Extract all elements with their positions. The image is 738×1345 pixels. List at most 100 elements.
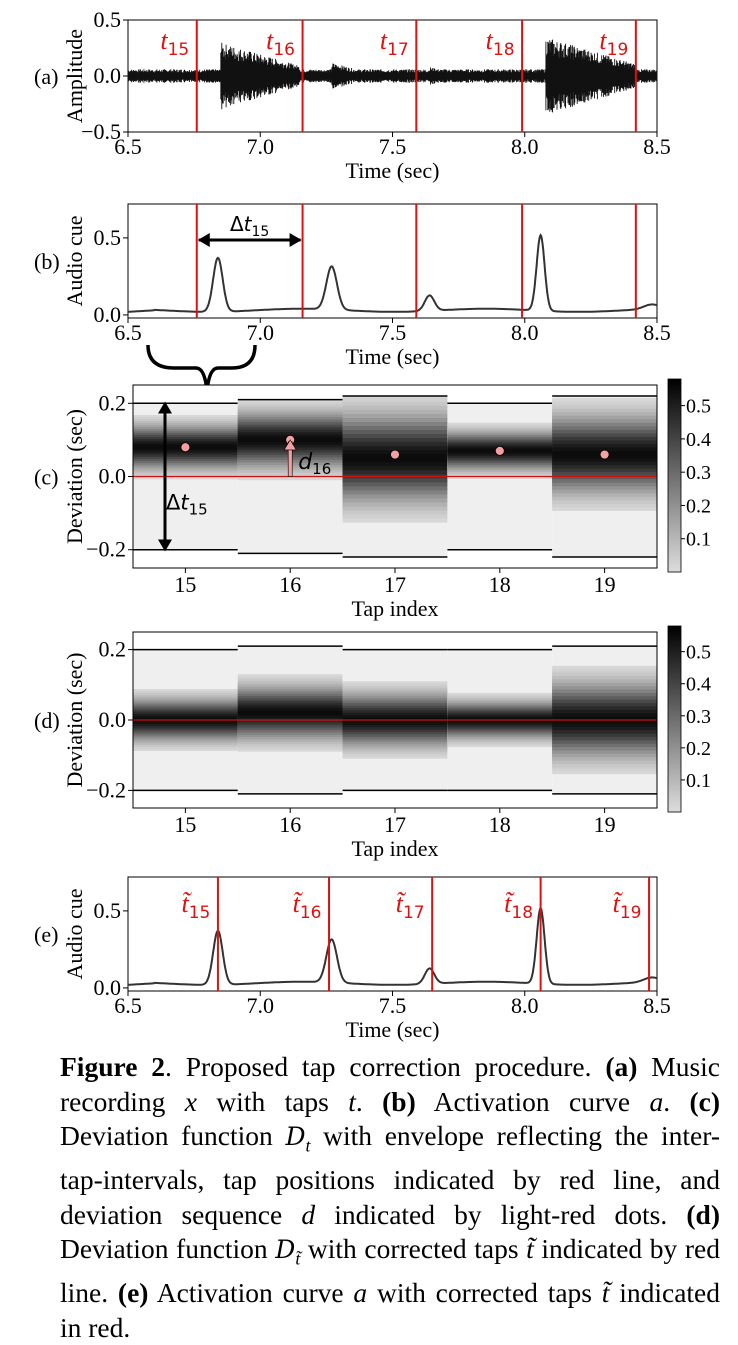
y-tick-label: −0.5 — [81, 119, 121, 144]
x-axis-label: Time (sec) — [346, 158, 440, 183]
caption-text: Deviation function — [60, 1233, 276, 1264]
y-tick-label: 0.0 — [94, 975, 122, 1000]
x-tick-label: 8.0 — [511, 320, 539, 345]
plot-frame — [127, 876, 658, 992]
tap-label: t19 — [599, 26, 628, 60]
colorbar-tick-label: 0.2 — [686, 495, 711, 517]
y-tick-label: 0.5 — [94, 225, 122, 250]
x-tick-label: 8.5 — [643, 134, 671, 159]
x-tick-label: 18 — [489, 812, 511, 837]
caption-var: t — [348, 1085, 356, 1117]
x-tick-label: 15 — [174, 812, 196, 837]
caption-a-label: (a) — [605, 1051, 638, 1082]
caption-var: d — [301, 1198, 316, 1230]
waveform — [127, 39, 658, 113]
x-tick-label: 17 — [384, 812, 406, 837]
colorbar-tick-label: 0.3 — [686, 706, 711, 728]
figure-canvas: 6.5 7.0 7.5 8.0 8.5 Time (sec) (a) 0.5 0.0 −0.5Am… — [34, 7, 711, 1042]
x-tick-label: 7.0 — [247, 134, 275, 159]
caption-var: t̃ — [601, 1277, 610, 1308]
caption-text: . — [355, 1085, 383, 1117]
caption-text: with corrected taps — [367, 1277, 602, 1308]
x-tick-label: 18 — [489, 572, 511, 597]
x-tick-label: 16 — [279, 812, 301, 837]
deviation-dot — [390, 449, 400, 460]
panel-tag: (d) — [34, 708, 60, 733]
deviation-stripe — [237, 710, 343, 716]
x-tick-label: 6.5 — [114, 134, 142, 159]
x-tick-label: 7.5 — [379, 320, 407, 345]
deviation-dot — [599, 449, 610, 460]
y-axis-label: Audio cue — [62, 215, 87, 306]
envelope-label: Δt15 — [166, 490, 208, 518]
panel-tag: (b) — [34, 249, 60, 274]
corrected-tap-label: t̃16 — [293, 889, 322, 923]
colorbar-tick-label: 0.2 — [686, 738, 711, 760]
x-tick-label: 6.5 — [114, 993, 142, 1018]
caption-text: Activation curve — [415, 1085, 650, 1117]
y-tick-label: 0.0 — [94, 63, 122, 88]
y-tick-label: 0.2 — [99, 637, 127, 662]
colorbar-tick-label: 0.5 — [686, 396, 711, 418]
envelope-arrow-head — [158, 401, 172, 414]
caption-d-label: (d) — [686, 1198, 720, 1230]
tap-label: t16 — [266, 26, 295, 60]
caption-var: D — [285, 1122, 306, 1151]
x-tick-label: 8.5 — [643, 320, 671, 345]
caption-var: t̃ — [295, 1248, 301, 1269]
x-tick-label: 7.0 — [247, 320, 275, 345]
x-tick-label: 19 — [594, 812, 616, 837]
colorbar-tick-label: 0.5 — [686, 642, 711, 664]
caption-figure-label: Figure 2 — [60, 1051, 165, 1082]
caption-text: with envelope reflecting the inter-tap-i… — [60, 1120, 720, 1230]
y-axis-label: Deviation (sec) — [62, 409, 87, 544]
x-tick-label: 19 — [594, 572, 616, 597]
deviation-arrow-head — [283, 439, 297, 451]
caption-var: t̃ — [526, 1233, 534, 1264]
caption-var: x — [184, 1085, 197, 1117]
y-tick-label: 0.0 — [99, 464, 127, 489]
y-axis-label: Deviation (sec) — [62, 653, 87, 788]
caption-text: Activation curve — [148, 1277, 354, 1308]
tap-label: t18 — [486, 26, 515, 60]
y-tick-label: 0.0 — [99, 707, 127, 732]
caption-var: a — [353, 1277, 368, 1308]
caption-text: with taps — [196, 1085, 349, 1117]
x-axis-label: Tap index — [351, 596, 438, 621]
caption-text: with corrected taps — [300, 1233, 527, 1264]
x-tick-label: 16 — [279, 572, 301, 597]
figure-caption: Figure 2. Proposed tap correction proced… — [60, 1050, 720, 1345]
deviation-dot — [180, 442, 191, 453]
interval-arrow-head — [289, 233, 302, 247]
envelope-arrow-head — [158, 539, 172, 552]
x-tick-label: 8.5 — [643, 993, 671, 1018]
interval-label: Δt15 — [230, 212, 269, 240]
caption-text: Deviation function — [60, 1120, 286, 1151]
activation-curve — [128, 906, 658, 986]
caption-text: . — [663, 1085, 690, 1117]
panel-c: 0.2 0.0 −0.2 15 16 17 18 19 Tap index Deviation (… — [34, 378, 711, 621]
caption-var: t — [305, 1135, 311, 1156]
caption-text: . Proposed tap correction procedure. — [165, 1051, 606, 1082]
x-axis-label: Tap index — [351, 836, 438, 861]
y-tick-label: 0.5 — [94, 898, 122, 923]
colorbar — [667, 625, 682, 813]
x-tick-label: 7.0 — [247, 993, 275, 1018]
corrected-tap-label: t̃19 — [613, 889, 642, 923]
panel-a: 6.5 7.0 7.5 8.0 8.5 Time (sec) (a) 0.5 0.0 −0.5Am… — [34, 7, 671, 183]
panel-d: 0.2 0.0 −0.2 15 16 17 18 19 Tap index Deviation (… — [34, 625, 711, 861]
plot-frame — [127, 203, 658, 319]
x-tick-label: 17 — [384, 572, 406, 597]
panel-tag: (c) — [34, 465, 58, 490]
y-tick-label: 0.2 — [99, 390, 127, 415]
tap-label: t17 — [380, 26, 409, 60]
y-axis-label: Audio cue — [62, 888, 87, 979]
colorbar — [667, 378, 682, 573]
y-tick-label: 0.5 — [94, 7, 122, 32]
colorbar-tick-label: 0.4 — [686, 429, 711, 451]
caption-c-label: (c) — [689, 1085, 721, 1117]
caption-var: a — [649, 1085, 664, 1117]
x-tick-label: 7.5 — [379, 993, 407, 1018]
caption-b-label: (b) — [382, 1085, 416, 1117]
y-tick-label: 0.0 — [94, 302, 122, 327]
